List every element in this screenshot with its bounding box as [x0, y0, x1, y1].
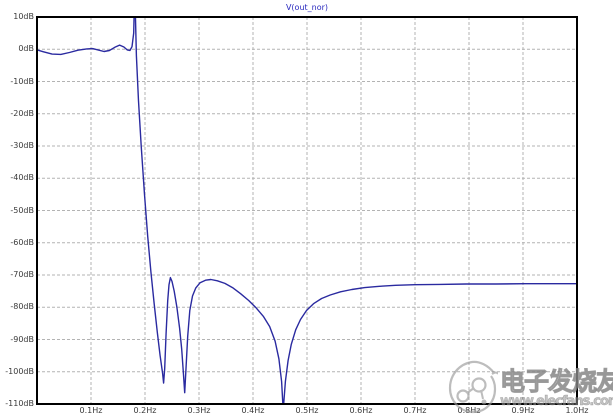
y-tick-label: 10dB — [13, 12, 34, 21]
grid-lines — [37, 17, 577, 404]
y-tick-label: -50dB — [10, 205, 34, 215]
x-tick-label: 0.2Hz — [133, 406, 157, 415]
y-tick-label: -70dB — [10, 270, 34, 279]
y-tick-label: -10dB — [10, 76, 34, 86]
plot-frame — [36, 16, 578, 405]
chart-title: V(out_nor) — [285, 3, 329, 12]
y-tick-label: -110dB — [5, 399, 34, 408]
y-tick-label: 0dB — [18, 44, 34, 54]
y-tick-label: -40dB — [10, 173, 34, 183]
x-tick-label: 0.8Hz — [457, 406, 481, 415]
curve-trace — [37, 17, 577, 404]
x-tick-label: 0.3Hz — [187, 406, 211, 415]
x-tick-label: 1.0Hz — [565, 406, 589, 415]
series-V(out_nor) — [37, 17, 577, 404]
y-tick-label: -80dB — [10, 302, 34, 312]
x-tick-label: 0.4Hz — [241, 406, 265, 415]
x-tick-label: 0.7Hz — [403, 406, 427, 415]
y-tick-label: -30dB — [10, 141, 34, 150]
x-tick-label: 0.9Hz — [511, 406, 535, 415]
y-tick-label: -90dB — [10, 334, 34, 344]
x-tick-label: 0.6Hz — [349, 406, 373, 415]
y-tick-label: -100dB — [5, 366, 34, 376]
x-tick-label: 0.1Hz — [79, 406, 103, 415]
x-tick-label: 0.5Hz — [295, 406, 319, 415]
y-tick-label: -20dB — [10, 108, 34, 118]
y-tick-label: -60dB — [10, 237, 34, 247]
